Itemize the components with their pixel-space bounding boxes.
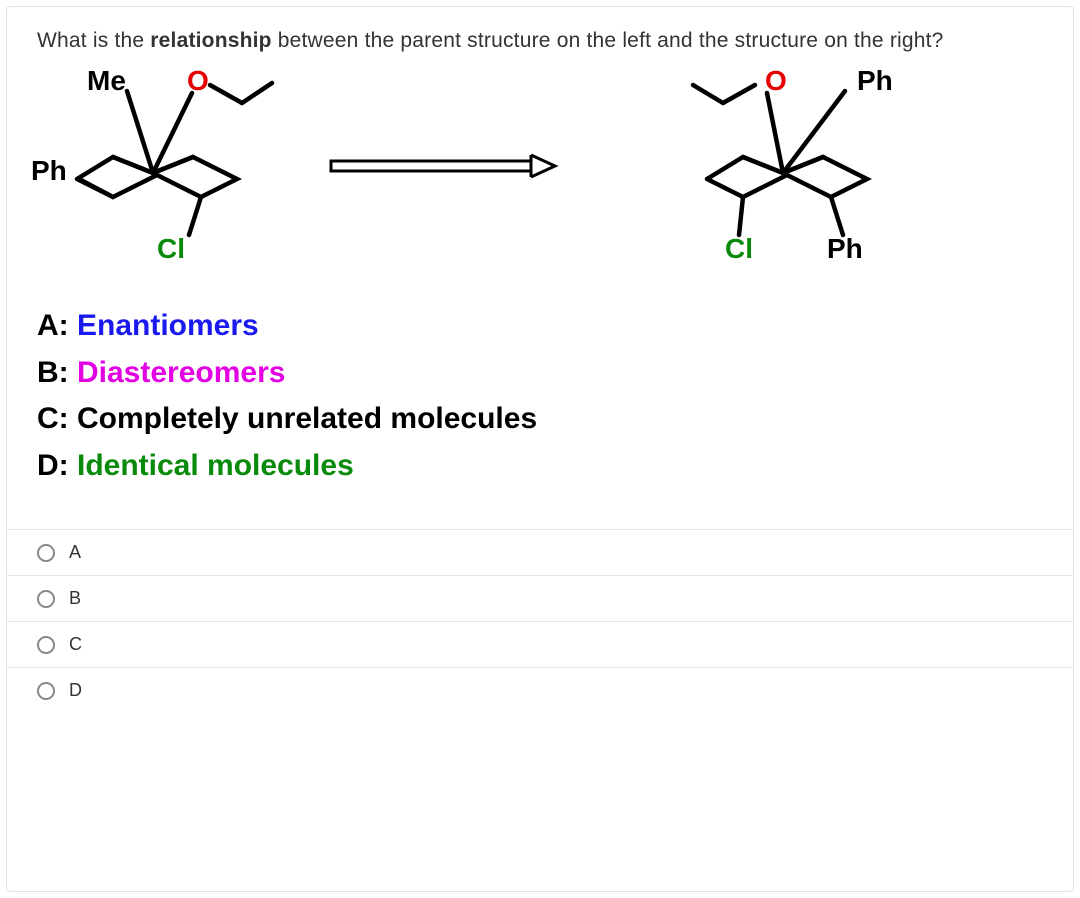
question-suffix: between the parent structure on the left… xyxy=(272,29,944,52)
answer-options: A B C D xyxy=(7,529,1073,713)
label-Cl-right: Cl xyxy=(725,233,753,265)
option-B[interactable]: B xyxy=(7,576,1073,622)
question-card: What is the relationship between the par… xyxy=(6,6,1074,892)
label-O-left: O xyxy=(187,65,209,97)
answer-A: A: Enantiomers xyxy=(37,303,1043,350)
right-structure xyxy=(627,63,957,293)
option-label: A xyxy=(69,542,81,563)
answer-C: C: Completely unrelated molecules xyxy=(37,396,1043,443)
answer-B: B: Diastereomers xyxy=(37,350,1043,397)
option-label: D xyxy=(69,680,82,701)
option-A[interactable]: A xyxy=(7,530,1073,576)
option-label: B xyxy=(69,588,81,609)
radio-icon xyxy=(37,544,55,562)
label-O-right: O xyxy=(765,65,787,97)
radio-icon xyxy=(37,590,55,608)
label-Ph-right-top: Ph xyxy=(857,65,893,97)
reaction-arrow xyxy=(327,143,567,193)
label-Me: Me xyxy=(87,65,126,97)
option-C[interactable]: C xyxy=(7,622,1073,668)
question-prefix: What is the xyxy=(37,29,150,52)
option-D[interactable]: D xyxy=(7,668,1073,713)
label-Ph-left: Ph xyxy=(31,155,67,187)
structure-diagram: Me O Ph Cl xyxy=(7,63,1073,293)
radio-icon xyxy=(37,682,55,700)
question-bold: relationship xyxy=(150,29,271,52)
label-Cl-left: Cl xyxy=(157,233,185,265)
label-Ph-right-bottom: Ph xyxy=(827,233,863,265)
answer-D: D: Identical molecules xyxy=(37,443,1043,490)
option-label: C xyxy=(69,634,82,655)
answer-key: A: Enantiomers B: Diastereomers C: Compl… xyxy=(7,293,1073,489)
question-text: What is the relationship between the par… xyxy=(7,7,1073,59)
radio-icon xyxy=(37,636,55,654)
